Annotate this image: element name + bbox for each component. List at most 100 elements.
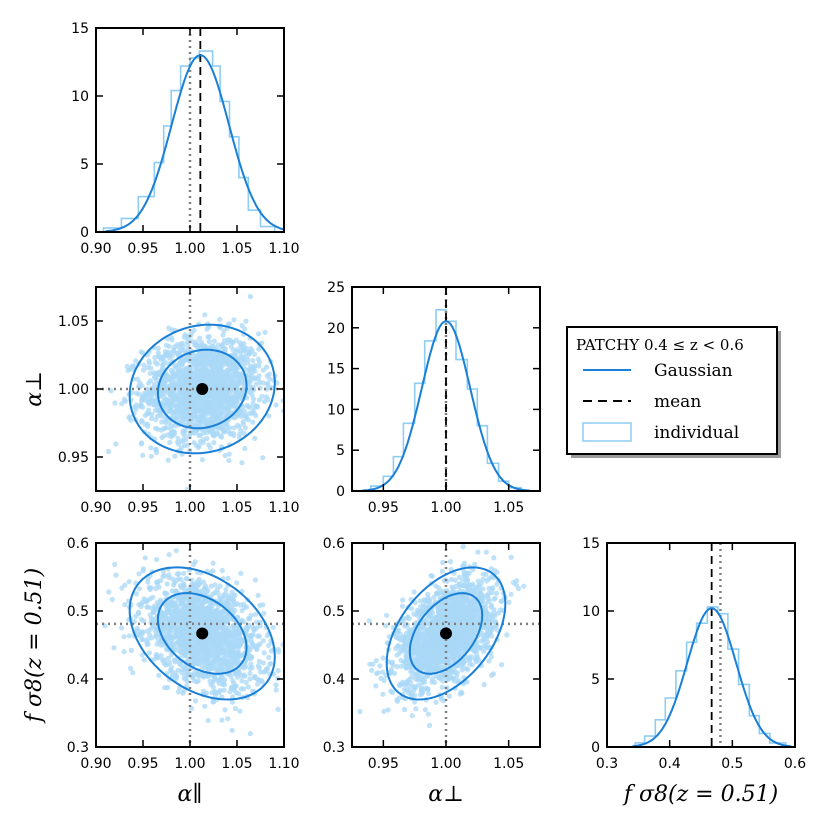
sample-point — [399, 603, 406, 609]
sample-point — [192, 627, 198, 633]
sample-point — [170, 576, 176, 582]
sample-point — [247, 731, 253, 737]
sample-point — [202, 312, 208, 318]
sample-point — [136, 586, 142, 592]
sample-point — [157, 597, 164, 603]
sample-point — [250, 358, 256, 364]
sample-point — [217, 354, 223, 360]
sample-point — [260, 602, 266, 608]
sample-point — [409, 713, 415, 719]
sample-point — [218, 410, 224, 416]
sample-point — [210, 397, 216, 403]
sample-point — [205, 376, 212, 382]
sample-point — [146, 360, 153, 366]
y-axis-label: α⊥ — [22, 371, 47, 407]
sample-point — [236, 431, 242, 438]
sample-point — [239, 678, 245, 684]
sample-point — [151, 381, 157, 387]
sample-point — [234, 580, 240, 586]
sample-point — [216, 363, 222, 369]
sample-point — [158, 642, 164, 648]
sample-point — [183, 609, 189, 616]
sample-point — [152, 656, 158, 662]
sample-point — [222, 452, 228, 459]
sample-point — [185, 603, 191, 610]
sample-point — [121, 634, 127, 640]
sample-point — [184, 678, 190, 684]
sample-point — [494, 590, 500, 596]
x-tick-label: 0.95 — [127, 241, 158, 257]
sample-point — [189, 577, 195, 583]
ticks: 0.90 0.95 1.00 1.05 1.100.30.40.50.6 — [67, 536, 300, 772]
sample-point — [212, 356, 218, 362]
sample-point — [140, 367, 147, 373]
sample-point — [168, 404, 174, 410]
x-tick-label: 1.05 — [493, 500, 524, 516]
y-tick-label: 1.00 — [58, 382, 89, 398]
sample-point — [203, 351, 209, 357]
sample-point — [226, 390, 233, 396]
sample-point — [491, 607, 497, 613]
sample-point — [273, 682, 279, 688]
sample-point — [213, 667, 219, 673]
sample-point — [215, 383, 221, 389]
y-tick-label: 15 — [71, 21, 89, 37]
sample-point — [260, 367, 266, 373]
sample-point — [249, 348, 255, 354]
sample-point — [152, 354, 158, 361]
sample-point — [170, 373, 176, 379]
sample-point — [475, 549, 481, 555]
sample-point — [174, 571, 180, 577]
x-tick-label: 1.10 — [268, 241, 299, 257]
sample-point — [184, 407, 190, 413]
sample-point — [227, 425, 233, 431]
sample-point — [172, 453, 178, 459]
sample-point — [138, 601, 144, 607]
sample-point — [140, 629, 147, 635]
sample-point — [276, 649, 282, 655]
sample-point — [469, 662, 475, 668]
sample-point — [275, 706, 281, 713]
sample-point — [173, 588, 179, 595]
sample-point — [128, 647, 134, 654]
sample-point — [153, 632, 159, 639]
sample-point — [190, 561, 197, 568]
y-tick-label: 0.95 — [58, 450, 89, 466]
sample-point — [109, 596, 115, 603]
sample-point — [223, 428, 229, 434]
sample-point — [138, 441, 144, 447]
sample-point — [235, 648, 241, 655]
sample-point — [225, 599, 231, 605]
sample-point — [147, 612, 153, 618]
sample-point — [150, 385, 157, 392]
sample-point — [214, 658, 220, 664]
sample-point — [166, 609, 172, 615]
sample-point — [167, 431, 174, 437]
sample-point — [261, 398, 267, 405]
sample-point — [231, 658, 237, 664]
sample-point — [219, 682, 226, 688]
sample-point — [230, 593, 236, 599]
panel-scatter-alpha-par-fs8: 0.90 0.95 1.00 1.05 1.100.30.40.50.6α∥f σ8(z… — [22, 536, 300, 807]
sample-point — [158, 427, 164, 433]
sample-point — [181, 635, 188, 641]
sample-point — [141, 362, 147, 368]
sample-point — [439, 568, 445, 574]
sample-point — [429, 676, 436, 682]
sample-point — [224, 362, 231, 368]
sample-point — [228, 685, 234, 691]
sample-point — [407, 687, 413, 694]
sample-point — [224, 340, 230, 346]
sample-point — [192, 657, 198, 663]
sample-point — [199, 411, 205, 417]
sample-point — [206, 405, 212, 411]
sample-point — [179, 361, 185, 367]
sample-point — [217, 636, 223, 642]
sample-point — [258, 677, 265, 684]
sample-point — [219, 674, 225, 680]
sample-point — [208, 352, 214, 358]
sample-point — [176, 631, 182, 637]
sample-point — [230, 694, 236, 700]
sample-point — [494, 581, 500, 587]
sample-point — [206, 665, 212, 672]
